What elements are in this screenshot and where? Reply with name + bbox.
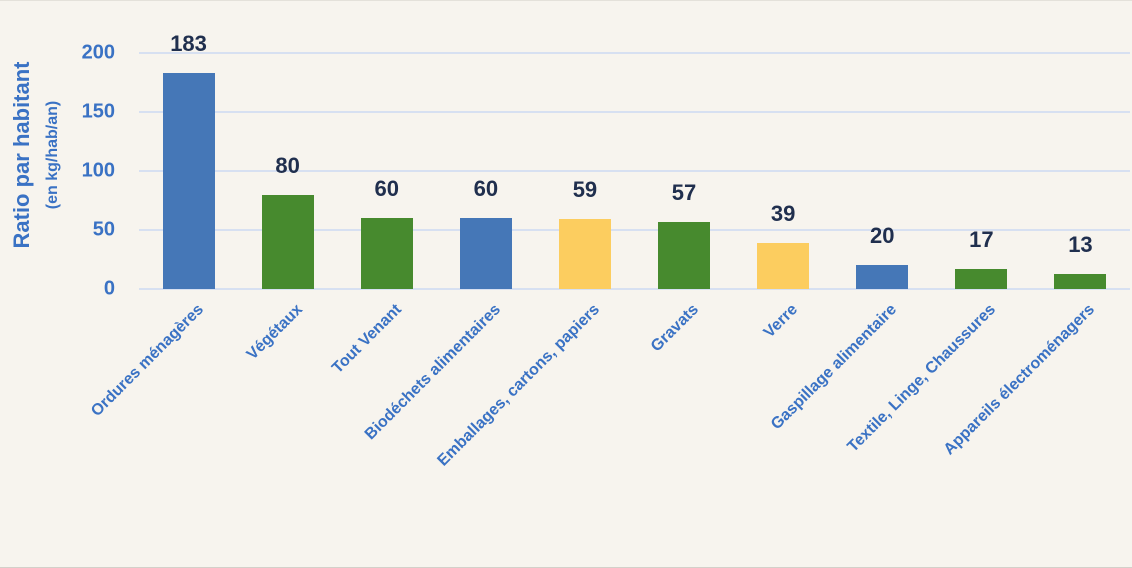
x-category-label: Ordures ménagères — [87, 301, 207, 420]
gridline — [139, 52, 1130, 54]
bar-value-label: 80 — [275, 152, 300, 178]
y-axis-title: Ratio par habitant — [9, 61, 34, 249]
x-category-label: Végétaux — [243, 301, 306, 364]
y-axis-subtitle: (en kg/hab/an) — [44, 100, 61, 210]
y-tick-label: 100 — [81, 159, 115, 182]
x-category-label: Emballages, cartons, papiers — [434, 301, 603, 470]
y-tick-label: 200 — [81, 41, 115, 64]
bar — [856, 265, 909, 289]
bar-value-label: 60 — [374, 176, 399, 202]
bar — [658, 221, 711, 289]
bar-value-label: 59 — [572, 177, 598, 203]
gridline — [139, 111, 1130, 113]
gridline — [139, 288, 1130, 290]
bar-value-label: 39 — [770, 200, 796, 226]
bar-value-label: 183 — [170, 31, 207, 57]
bar — [757, 242, 810, 289]
x-category-label: Tout Venant — [328, 301, 405, 377]
y-tick-label: 50 — [92, 218, 115, 241]
x-category-label: Verre — [760, 301, 802, 342]
bar — [162, 73, 215, 289]
bar — [1054, 273, 1107, 289]
bar-value-label: 57 — [671, 179, 697, 205]
bar — [360, 218, 413, 289]
x-category-label: Gravats — [647, 301, 703, 356]
bar — [459, 218, 512, 289]
y-tick-label: 0 — [103, 277, 115, 300]
bar-value-label: 60 — [473, 176, 499, 202]
bar — [955, 268, 1008, 289]
gridline — [139, 170, 1130, 172]
gridline — [139, 229, 1130, 231]
bar — [558, 219, 611, 289]
bar-value-label: 17 — [969, 226, 994, 252]
y-tick-label: 150 — [81, 100, 115, 123]
bar — [261, 194, 314, 289]
bar-value-label: 20 — [870, 223, 895, 249]
bar-value-label: 13 — [1068, 231, 1093, 257]
